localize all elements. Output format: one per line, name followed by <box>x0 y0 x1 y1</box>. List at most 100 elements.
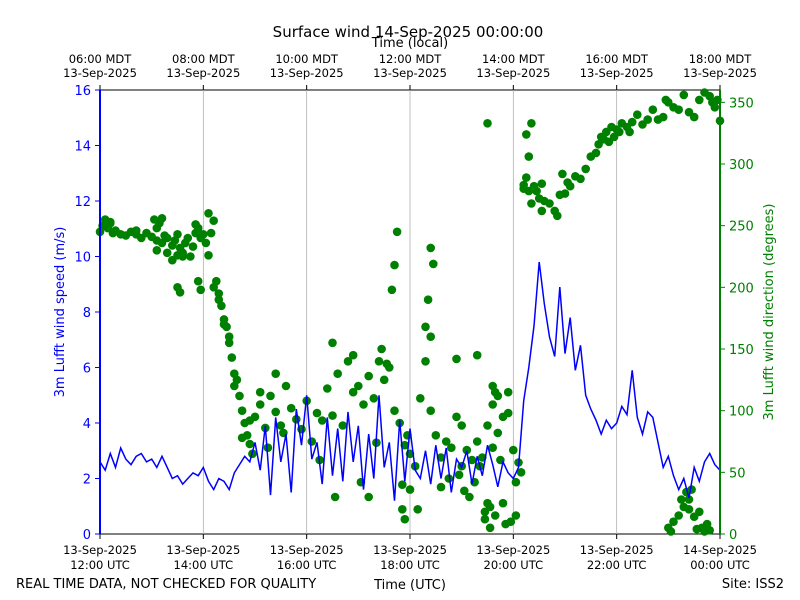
wind-speed-line <box>99 261 721 501</box>
direction-point <box>348 350 358 360</box>
direction-point <box>191 220 200 229</box>
right-tick-label: 0 <box>729 528 737 543</box>
left-tick-label: 4 <box>83 417 91 432</box>
direction-point <box>271 369 281 379</box>
direction-point <box>196 285 205 295</box>
direction-point <box>183 233 193 243</box>
direction-point <box>307 437 317 446</box>
direction-point <box>519 184 528 193</box>
direction-point <box>431 431 441 440</box>
left-tick-label: 8 <box>83 306 91 321</box>
direction-point <box>369 394 379 403</box>
bottom-tick-date: 13-Sep-2025 <box>270 543 344 557</box>
direction-point <box>398 480 407 490</box>
direction-point <box>217 301 226 311</box>
direction-point <box>152 246 162 255</box>
direction-point <box>201 238 211 248</box>
direction-point <box>524 152 534 161</box>
direction-point <box>503 408 513 418</box>
bottom-tick-date: 13-Sep-2025 <box>63 543 137 557</box>
direction-point <box>354 381 363 391</box>
direction-point <box>516 468 526 477</box>
direction-point <box>472 437 482 446</box>
top-tick-date: 13-Sep-2025 <box>476 66 550 80</box>
direction-point <box>591 148 601 158</box>
direction-point <box>488 443 498 453</box>
direction-point <box>695 507 704 517</box>
direction-point <box>255 400 265 409</box>
direction-point <box>553 211 562 221</box>
top-tick-time: 10:00 MDT <box>275 52 339 66</box>
direction-point <box>359 400 368 409</box>
direction-point <box>522 130 531 139</box>
direction-point <box>199 230 208 239</box>
direction-point <box>276 421 286 430</box>
left-tick-label: 10 <box>74 251 91 266</box>
direction-point <box>509 445 518 455</box>
direction-point <box>692 524 702 534</box>
direction-point <box>695 95 704 105</box>
direction-point <box>490 387 500 397</box>
direction-point <box>648 105 658 114</box>
direction-point <box>255 387 265 397</box>
direction-point <box>483 421 492 430</box>
direction-point <box>444 474 454 483</box>
right-y-axis-label: 3m Lufft wind direction (degrees) <box>762 204 777 421</box>
bottom-tick-date: 14-Sep-2025 <box>683 543 757 557</box>
direction-point <box>312 408 322 418</box>
direction-point <box>560 189 570 198</box>
direction-point <box>338 421 348 430</box>
bottom-tick-time: 18:00 UTC <box>380 558 440 572</box>
direction-point <box>436 453 446 462</box>
direction-point <box>416 394 425 403</box>
bottom-tick-time: 16:00 UTC <box>277 558 337 572</box>
direction-point <box>581 164 590 174</box>
direction-point <box>374 357 384 366</box>
bottom-tick-time: 12:00 UTC <box>70 558 130 572</box>
direction-point <box>333 369 343 379</box>
direction-point <box>576 174 585 184</box>
direction-point <box>625 127 634 137</box>
direction-point <box>206 228 216 238</box>
direction-point <box>263 443 273 453</box>
direction-point <box>193 276 203 286</box>
bottom-tick-date: 13-Sep-2025 <box>476 543 550 557</box>
direction-point <box>364 492 374 502</box>
direction-point <box>426 406 436 416</box>
direction-point <box>162 248 172 258</box>
direction-point <box>230 381 239 391</box>
direction-point <box>160 231 169 240</box>
direction-point <box>633 110 642 119</box>
direction-point <box>186 252 195 261</box>
direction-point <box>421 322 430 332</box>
right-tick-label: 100 <box>729 405 754 420</box>
direction-point <box>131 226 141 235</box>
direction-point <box>204 209 213 218</box>
direction-point <box>348 387 358 397</box>
direction-point <box>224 332 234 342</box>
top-tick-time: 08:00 MDT <box>172 52 236 66</box>
direction-point <box>219 320 229 329</box>
right-axis-ticks: 0 50 100 150 200 250 300 350 <box>720 96 754 543</box>
direction-point <box>423 295 433 305</box>
direction-point <box>485 502 495 512</box>
left-tick-label: 2 <box>83 473 91 488</box>
direction-point <box>452 412 461 422</box>
direction-point <box>674 105 683 114</box>
direction-point <box>462 445 472 455</box>
direction-point <box>447 443 456 453</box>
direction-point <box>330 492 340 502</box>
direction-point <box>684 495 694 504</box>
top-tick-date: 13-Sep-2025 <box>166 66 240 80</box>
top-tick-time: 06:00 MDT <box>69 52 133 66</box>
direction-point <box>677 495 686 504</box>
direction-point <box>627 117 637 127</box>
direction-point <box>558 169 567 179</box>
direction-point <box>493 428 503 438</box>
right-tick-label: 300 <box>729 158 754 173</box>
direction-point <box>480 514 490 524</box>
direction-point <box>400 514 410 524</box>
top-tick-date: 13-Sep-2025 <box>63 66 137 80</box>
bottom-tick-time: 20:00 UTC <box>484 558 544 572</box>
direction-point <box>511 477 521 487</box>
